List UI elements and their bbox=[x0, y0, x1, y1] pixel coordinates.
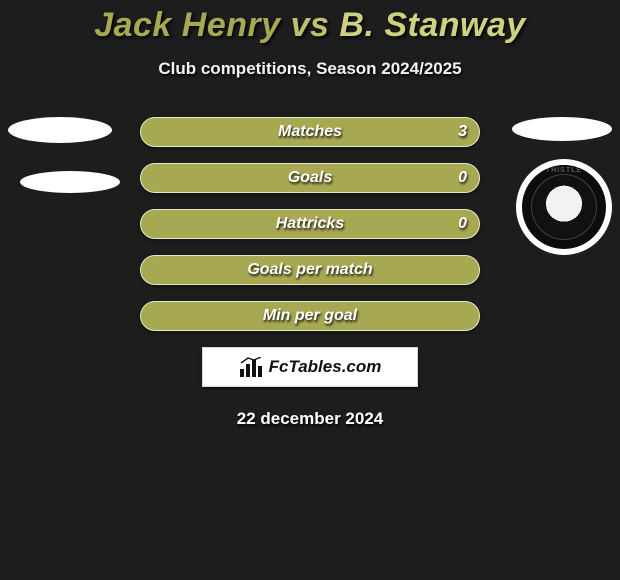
stat-value-right: 0 bbox=[458, 169, 467, 187]
stat-value-right: 0 bbox=[458, 215, 467, 233]
stat-bar: Hattricks0 bbox=[140, 209, 480, 239]
stat-bar: Goals0 bbox=[140, 163, 480, 193]
club-badge-icon: THISTLE bbox=[516, 159, 612, 255]
stat-label: Goals bbox=[141, 169, 479, 187]
comparison-bars: Matches3Goals0Hattricks0Goals per matchM… bbox=[140, 117, 480, 331]
stat-bar: Goals per match bbox=[140, 255, 480, 285]
stat-label: Goals per match bbox=[141, 261, 479, 279]
vs-separator: vs bbox=[291, 6, 330, 44]
club-badge-text: THISTLE bbox=[522, 165, 606, 249]
placeholder-ellipse bbox=[20, 171, 120, 193]
player1-name: Jack Henry bbox=[94, 6, 280, 44]
placeholder-ellipse bbox=[8, 117, 112, 143]
subtitle: Club competitions, Season 2024/2025 bbox=[0, 59, 620, 79]
comparison-area: THISTLE Matches3Goals0Hattricks0Goals pe… bbox=[0, 117, 620, 331]
stat-label: Min per goal bbox=[141, 307, 479, 325]
bar-chart-icon bbox=[239, 357, 263, 377]
stat-bar: Matches3 bbox=[140, 117, 480, 147]
stat-value-right: 3 bbox=[458, 123, 467, 141]
player1-graphic bbox=[8, 117, 120, 193]
page-title: Jack Henry vs B. Stanway bbox=[0, 6, 620, 45]
player2-name: B. Stanway bbox=[339, 6, 525, 44]
placeholder-ellipse bbox=[512, 117, 612, 141]
stat-bar: Min per goal bbox=[140, 301, 480, 331]
brand-text: FcTables.com bbox=[269, 357, 382, 377]
stat-label: Hattricks bbox=[141, 215, 479, 233]
stat-label: Matches bbox=[141, 123, 479, 141]
root: Jack Henry vs B. Stanway Club competitio… bbox=[0, 0, 620, 580]
brand-logo: FcTables.com bbox=[202, 347, 418, 387]
date-text: 22 december 2024 bbox=[0, 409, 620, 429]
player2-graphic: THISTLE bbox=[512, 117, 612, 255]
